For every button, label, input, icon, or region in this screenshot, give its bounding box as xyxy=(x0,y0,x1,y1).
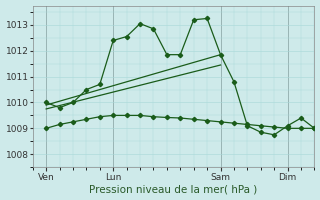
X-axis label: Pression niveau de la mer( hPa ): Pression niveau de la mer( hPa ) xyxy=(90,184,258,194)
